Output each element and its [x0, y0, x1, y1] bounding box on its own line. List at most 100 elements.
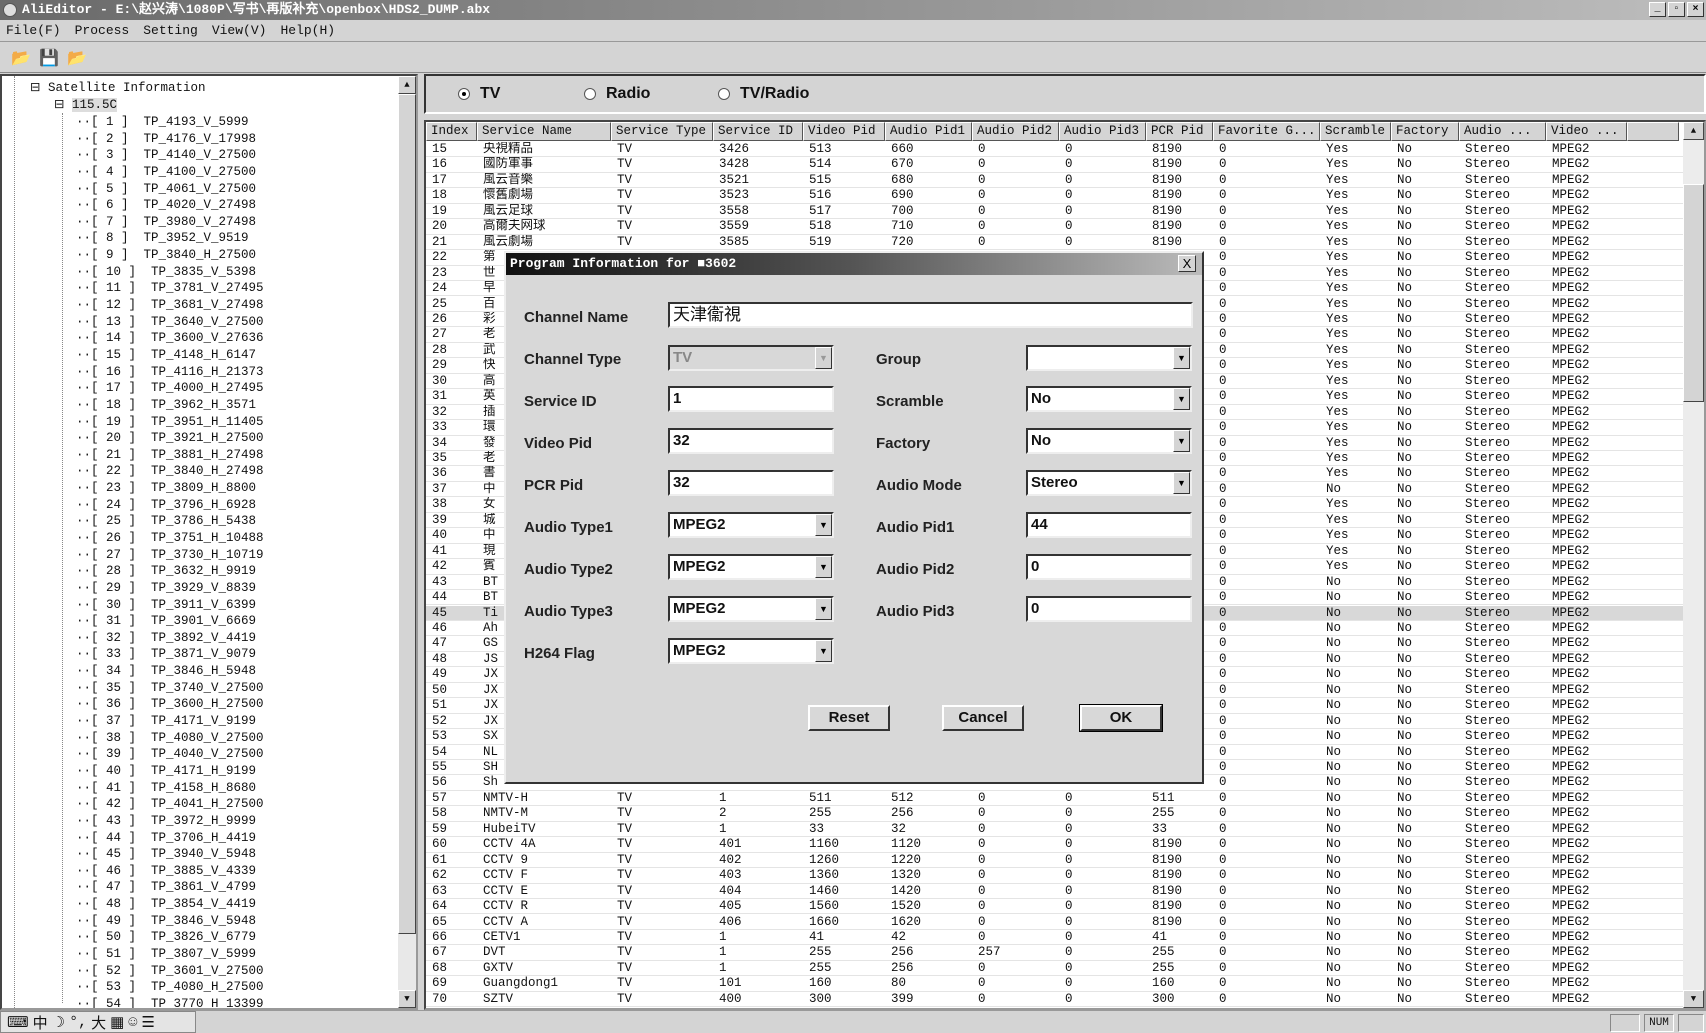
tree-transponder-item[interactable]: ··[ 49 ] TP_3846_V_5948	[76, 913, 256, 929]
table-row[interactable]: 57 NMTV-H TV 1 511 512 0 0 511 0 No No Stereo MPEG2	[426, 791, 1683, 807]
table-row[interactable]: 16 國防軍事 TV 3428 514 670 0 0 8190 0 Yes No Stereo MPEG…	[426, 157, 1683, 173]
tree-transponder-item[interactable]: ··[ 51 ] TP_3807_V_5999	[76, 946, 256, 962]
table-row[interactable]: 19 風云足球 TV 3558 517 700 0 0 8190 0 Yes No Stereo MPEG…	[426, 204, 1683, 220]
column-header[interactable]: Service ID	[713, 122, 803, 141]
audio-pid3-input[interactable]: 0	[1026, 596, 1192, 622]
radio-tv-radio[interactable]: TV/Radio	[718, 85, 809, 103]
tree-transponder-item[interactable]: ··[ 17 ] TP_4000_H_27495	[76, 380, 264, 396]
menu-process[interactable]: Process	[74, 23, 130, 38]
audio-pid2-input[interactable]: 0	[1026, 554, 1192, 580]
audio-type3-select[interactable]: MPEG2 ▼	[668, 596, 834, 622]
pcr-pid-input[interactable]: 32	[668, 470, 834, 496]
scroll-up-arrow-icon[interactable]: ▲	[1683, 122, 1704, 140]
column-header[interactable]: Audio ...	[1459, 122, 1546, 141]
column-header[interactable]: Audio Pid2	[972, 122, 1059, 141]
tree-transponder-item[interactable]: ··[ 41 ] TP_4158_H_8680	[76, 780, 256, 796]
tree-transponder-item[interactable]: ··[ 14 ] TP_3600_V_27636	[76, 330, 264, 346]
tree-transponder-item[interactable]: ··[ 39 ] TP_4040_V_27500	[76, 746, 264, 762]
tree-transponder-item[interactable]: ··[ 38 ] TP_4080_V_27500	[76, 730, 264, 746]
scroll-thumb[interactable]	[1683, 184, 1704, 402]
minimize-button[interactable]: _	[1649, 2, 1666, 17]
tree-transponder-item[interactable]: ··[ 21 ] TP_3881_H_27498	[76, 447, 264, 463]
tree-transponder-item[interactable]: ··[ 2 ] TP_4176_V_17998	[76, 131, 256, 147]
chevron-down-icon[interactable]: ▼	[815, 556, 832, 578]
tree-transponder-item[interactable]: ··[ 37 ] TP_4171_V_9199	[76, 713, 256, 729]
tree-transponder-item[interactable]: ··[ 33 ] TP_3871_V_9079	[76, 646, 256, 662]
table-row[interactable]: 18 懷舊劇場 TV 3523 516 690 0 0 8190 0 Yes No Stereo MPEG…	[426, 188, 1683, 204]
cancel-button[interactable]: Cancel	[942, 705, 1024, 731]
column-header[interactable]: Scramble	[1320, 122, 1391, 141]
table-row[interactable]: 63 CCTV E TV 404 1460 1420 0 0 8190 0 No No Stereo MP…	[426, 884, 1683, 900]
tree-transponder-item[interactable]: ··[ 42 ] TP_4041_H_27500	[76, 796, 264, 812]
tree-transponder-item[interactable]: ··[ 12 ] TP_3681_V_27498	[76, 297, 264, 313]
chevron-down-icon[interactable]: ▼	[1173, 347, 1190, 369]
channel-name-input[interactable]: 天津衞視	[668, 302, 1193, 328]
column-header[interactable]: Favorite G...	[1213, 122, 1320, 141]
tree-transponder-item[interactable]: ··[ 15 ] TP_4148_H_6147	[76, 347, 256, 363]
tree-transponder-item[interactable]: ··[ 5 ] TP_4061_V_27500	[76, 181, 256, 197]
tree-transponder-item[interactable]: ··[ 9 ] TP_3840_H_27500	[76, 247, 256, 263]
tree-transponder-item[interactable]: ··[ 48 ] TP_3854_V_4419	[76, 896, 256, 912]
punctuation-icon[interactable]: °,	[69, 1013, 88, 1031]
tree-transponder-item[interactable]: ··[ 6 ] TP_4020_V_27498	[76, 197, 256, 213]
tree-satellite[interactable]: ⊟ 115.5C	[54, 98, 117, 112]
table-row[interactable]: 64 CCTV R TV 405 1560 1520 0 0 8190 0 No No Stereo MP…	[426, 899, 1683, 915]
table-row[interactable]: 58 NMTV-M TV 2 255 256 0 0 255 0 No No Stereo MPEG2	[426, 806, 1683, 822]
table-scrollbar[interactable]: ▲ ▼	[1683, 122, 1704, 1008]
ime-icon[interactable]: ⌨	[7, 1014, 29, 1032]
service-id-input[interactable]: 1	[668, 386, 834, 412]
factory-select[interactable]: No ▼	[1026, 428, 1192, 454]
column-header[interactable]: Video ...	[1546, 122, 1627, 141]
column-header[interactable]: Service Type	[611, 122, 713, 141]
chevron-down-icon[interactable]: ▼	[1173, 472, 1190, 494]
column-header[interactable]: Index	[426, 122, 477, 141]
tree-transponder-item[interactable]: ··[ 44 ] TP_3706_H_4419	[76, 830, 256, 846]
tree-root[interactable]: ⊟ Satellite Information	[30, 81, 206, 95]
tree-transponder-item[interactable]: ··[ 40 ] TP_4171_H_9199	[76, 763, 256, 779]
column-header[interactable]: Audio Pid3	[1059, 122, 1146, 141]
table-row[interactable]: 20 高爾夫网球 TV 3559 518 710 0 0 8190 0 Yes No Stereo MPE…	[426, 219, 1683, 235]
ime-mode[interactable]: 中	[32, 1015, 48, 1033]
tree-scrollbar[interactable]: ▲ ▼	[398, 76, 416, 1008]
tree-transponder-item[interactable]: ··[ 10 ] TP_3835_V_5398	[76, 264, 256, 280]
menu-icon[interactable]: ☰	[141, 1014, 155, 1032]
scroll-down-arrow-icon[interactable]: ▼	[398, 990, 416, 1008]
column-header[interactable]: Factory	[1391, 122, 1459, 141]
tree-transponder-item[interactable]: ··[ 31 ] TP_3901_V_6669	[76, 613, 256, 629]
tree-transponder-item[interactable]: ··[ 23 ] TP_3809_H_8800	[76, 480, 256, 496]
video-pid-input[interactable]: 32	[668, 428, 834, 454]
menu-view[interactable]: View(V)	[211, 23, 267, 38]
h264-flag-select[interactable]: MPEG2 ▼	[668, 638, 834, 664]
fullwidth-icon[interactable]: 大	[91, 1015, 107, 1033]
table-row[interactable]: 65 CCTV A TV 406 1660 1620 0 0 8190 0 No No Stereo MP…	[426, 915, 1683, 930]
tree-transponder-item[interactable]: ··[ 53 ] TP_4080_H_27500	[76, 979, 264, 995]
open-folder-icon[interactable]: 📂	[11, 50, 31, 68]
scroll-thumb[interactable]	[398, 94, 416, 934]
table-row[interactable]: 15 央視精品 TV 3426 513 660 0 0 8190 0 Yes No Stereo MPEG…	[426, 142, 1683, 158]
column-header[interactable]: Video Pid	[803, 122, 885, 141]
tree-transponder-item[interactable]: ··[ 35 ] TP_3740_V_27500	[76, 680, 264, 696]
chevron-down-icon[interactable]: ▼	[1173, 430, 1190, 452]
help-icon[interactable]: ☺	[128, 1013, 138, 1031]
keyboard-icon[interactable]: ▦	[110, 1014, 125, 1032]
tree-transponder-item[interactable]: ··[ 29 ] TP_3929_V_8839	[76, 580, 256, 596]
table-row[interactable]: 67 DVT TV 1 255 256 257 0 255 0 No No Stereo MPEG2	[426, 945, 1683, 961]
tree-transponder-item[interactable]: ··[ 13 ] TP_3640_V_27500	[76, 314, 264, 330]
menu-help[interactable]: Help(H)	[280, 23, 336, 38]
table-row[interactable]: 66 CETV1 TV 1 41 42 0 0 41 0 No No Stereo MPEG2	[426, 930, 1683, 946]
tree-transponder-item[interactable]: ··[ 11 ] TP_3781_V_27495	[76, 280, 264, 296]
tree-transponder-item[interactable]: ··[ 50 ] TP_3826_V_6779	[76, 929, 256, 945]
group-select[interactable]: ▼	[1026, 345, 1192, 371]
column-header[interactable]: PCR Pid	[1146, 122, 1213, 141]
tree-transponder-item[interactable]: ··[ 16 ] TP_4116_H_21373	[76, 364, 264, 380]
table-row[interactable]: 56 Sh 0 No No Stereo MPEG2	[426, 775, 1683, 791]
column-header[interactable]: Audio Pid1	[885, 122, 972, 141]
radio-radio[interactable]: Radio	[584, 85, 650, 103]
tree-transponder-item[interactable]: ··[ 43 ] TP_3972_H_9999	[76, 813, 256, 829]
ok-button[interactable]: OK	[1079, 704, 1163, 732]
close-button[interactable]: ×	[1687, 2, 1704, 17]
scroll-down-arrow-icon[interactable]: ▼	[1683, 990, 1704, 1008]
tree-transponder-item[interactable]: ··[ 22 ] TP_3840_H_27498	[76, 463, 264, 479]
moon-icon[interactable]: ☽	[51, 1014, 66, 1032]
scroll-up-arrow-icon[interactable]: ▲	[398, 76, 416, 94]
